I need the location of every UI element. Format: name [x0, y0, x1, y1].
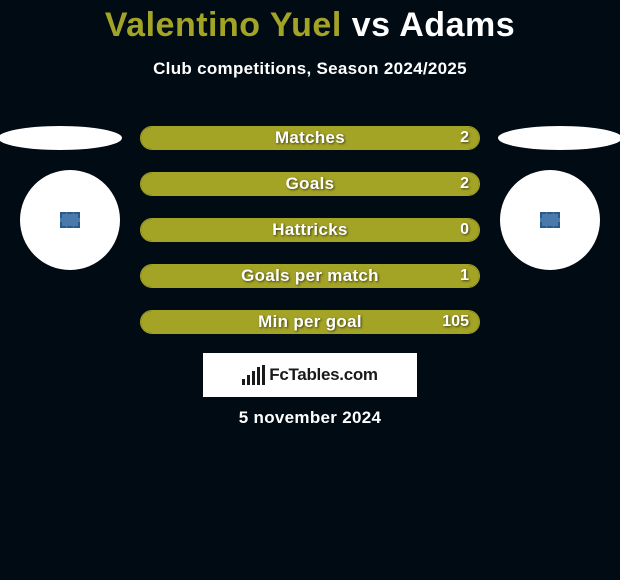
bar-chart-icon	[242, 365, 265, 385]
stat-label: Min per goal	[258, 312, 362, 332]
comparison-card: Valentino Yuel vs Adams Club competition…	[0, 0, 620, 580]
stat-row: Matches 2	[0, 126, 620, 150]
stat-label: Goals	[286, 174, 335, 194]
stat-value: 1	[460, 265, 469, 287]
page-title: Valentino Yuel vs Adams	[0, 0, 620, 45]
player1-name: Valentino Yuel	[105, 6, 342, 44]
stat-row: Hattricks 0	[0, 218, 620, 242]
stat-row: Goals per match 1	[0, 264, 620, 288]
stat-bar: Matches 2	[140, 126, 480, 150]
stat-row: Min per goal 105	[0, 310, 620, 334]
stat-bar: Hattricks 0	[140, 218, 480, 242]
stat-value: 2	[460, 173, 469, 195]
stat-label: Matches	[275, 128, 345, 148]
stats-area: Matches 2 Goals 2 Hattricks 0 Goals per match 1…	[0, 126, 620, 356]
stat-bar: Goals per match 1	[140, 264, 480, 288]
stat-row: Goals 2	[0, 172, 620, 196]
stat-value: 105	[442, 311, 469, 333]
stat-value: 2	[460, 127, 469, 149]
subtitle: Club competitions, Season 2024/2025	[0, 59, 620, 79]
stat-label: Goals per match	[241, 266, 379, 286]
vs-label: vs	[352, 6, 391, 44]
player2-name: Adams	[399, 6, 515, 44]
stat-label: Hattricks	[272, 220, 347, 240]
stat-bar: Goals 2	[140, 172, 480, 196]
fctables-logo[interactable]: FcTables.com	[203, 353, 417, 397]
logo-text: FcTables.com	[269, 365, 378, 385]
stat-bar: Min per goal 105	[140, 310, 480, 334]
stat-value: 0	[460, 219, 469, 241]
date-label: 5 november 2024	[0, 408, 620, 428]
